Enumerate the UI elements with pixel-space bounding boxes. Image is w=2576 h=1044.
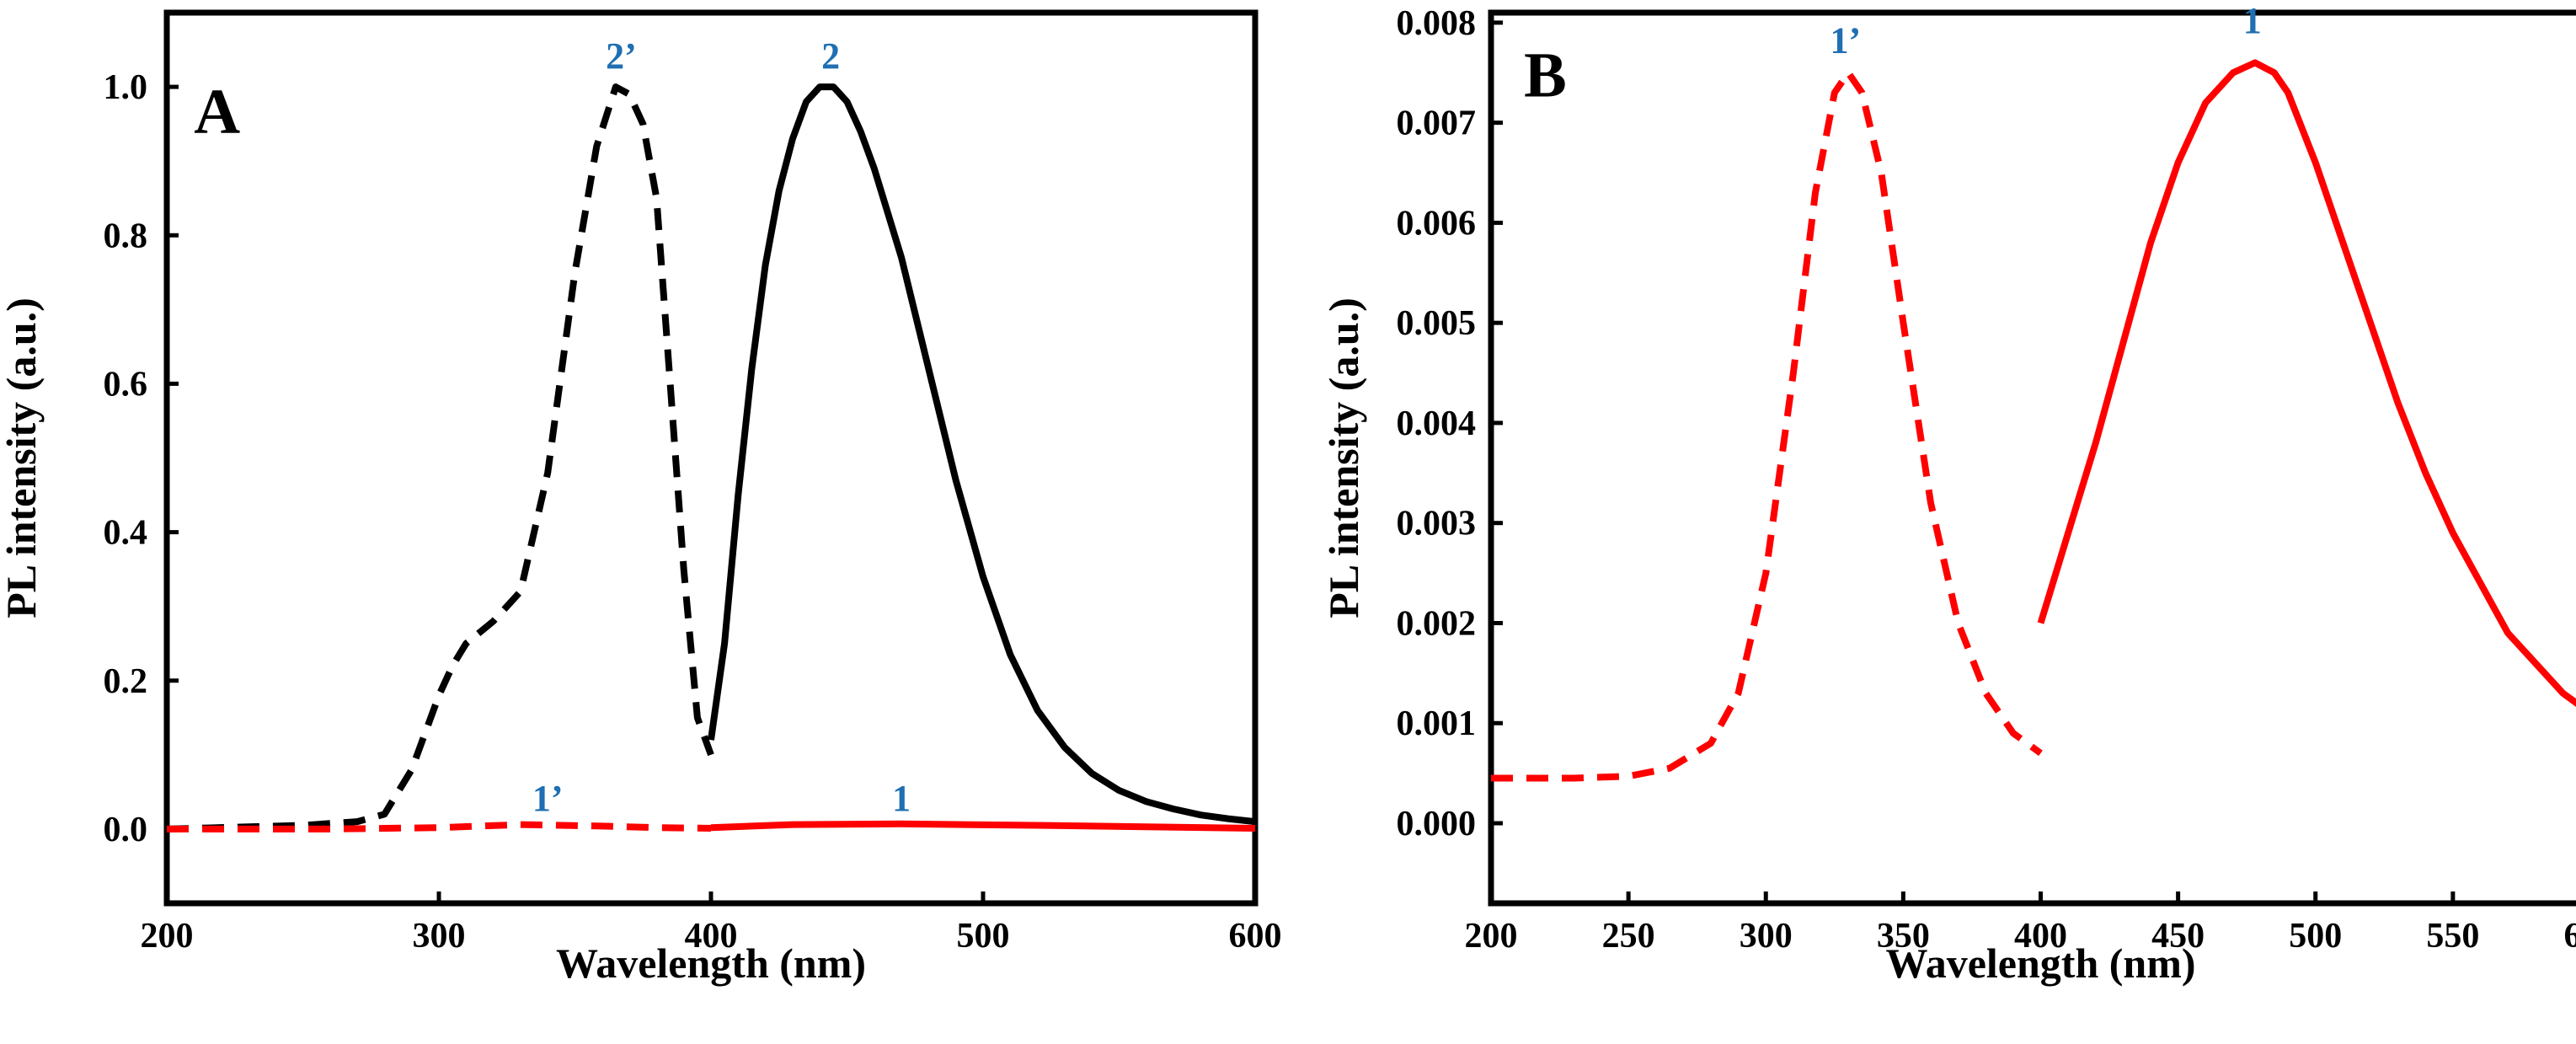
panel-a-y-axis-title: PL intensity (a.u.) xyxy=(0,297,45,618)
panel-b-curve-label: 1’ xyxy=(1830,20,1862,62)
panel-b-x-tick-label: 600 xyxy=(2564,917,2576,956)
panel-a-y-tick-label: 1.0 xyxy=(104,68,148,107)
panel-b-x-tick-label: 450 xyxy=(2151,917,2205,956)
panel-b-plot-frame xyxy=(1488,9,2576,907)
panel-b-x-tick-label: 300 xyxy=(1740,917,1793,956)
panel-b-y-tick-label: 0.001 xyxy=(1397,704,1477,743)
panel-b-y-tick-label: 0.002 xyxy=(1397,604,1477,643)
panel-b-series-1-prime-dashed-line xyxy=(1491,69,2043,782)
panel-b-series-1-solid-line xyxy=(2037,59,2576,707)
panel-b-x-tick-label: 550 xyxy=(2426,917,2479,956)
panel-a-y-tick-label: 0.8 xyxy=(104,217,148,255)
panel-a-panel-letter: A xyxy=(194,77,240,147)
panel-a-series-2-prime-dashed-line xyxy=(167,83,714,833)
panel-a-x-tick-label: 300 xyxy=(413,917,466,956)
panel-a-curve-label: 1 xyxy=(892,778,911,819)
panel-b-y-tick-label: 0.007 xyxy=(1397,104,1477,143)
panel-b-x-tick-label: 400 xyxy=(2014,917,2067,956)
panel-b-curve-label: 1 xyxy=(2243,0,2262,41)
panel-b-x-tick-label: 350 xyxy=(1877,917,1930,956)
panel-a-x-tick-label: 400 xyxy=(685,917,738,956)
panel-a-y-tick-label: 0.4 xyxy=(104,514,148,553)
panel-a-y-tick-label: 0.0 xyxy=(104,811,148,849)
panel-b-y-tick-label: 0.003 xyxy=(1397,505,1477,543)
panel-b-y-axis-title: PL intensity (a.u.) xyxy=(1320,297,1367,618)
panel-a-x-axis-title: Wavelength (nm) xyxy=(556,940,866,987)
panel-b-y-tick-label: 0.005 xyxy=(1397,304,1477,343)
panel-a-chart: 200 300 400 500 600 0.0 0.2 0.4 0.6 0.8 1.0 Wavelen… xyxy=(0,9,1282,987)
panel-a-series-1-solid-line xyxy=(710,820,1255,832)
panel-b-panel-letter: B xyxy=(1524,40,1567,110)
panel-a-series-2-solid-line xyxy=(708,83,1255,826)
panel-b-y-tick-label: 0.006 xyxy=(1397,204,1477,243)
panel-a-y-tick-label: 0.2 xyxy=(104,662,148,701)
panel-a-curve-label: 2’ xyxy=(606,35,637,77)
panel-a-curve-label: 1’ xyxy=(532,778,564,819)
panel-a-series-1-prime-dashed-line xyxy=(167,821,712,833)
panel-a-x-tick-label: 600 xyxy=(1229,917,1282,956)
panel-b-y-tick-label: 0.008 xyxy=(1397,4,1477,43)
panel-a-x-tick-label: 500 xyxy=(957,917,1010,956)
panel-a-curve-label: 2 xyxy=(821,35,840,77)
panel-b-y-tick-label: 0.004 xyxy=(1397,404,1477,443)
panel-b-y-tick-label: 0.000 xyxy=(1397,805,1477,843)
panel-b-chart: 200 250 300 350 400 450 500 550 600 0.000 0.001 0.0… xyxy=(1320,0,2576,987)
panel-b-x-tick-label: 200 xyxy=(1465,917,1518,956)
panel-b-x-axis-title: Wavelength (nm) xyxy=(1885,940,2195,987)
panel-b-x-tick-label: 500 xyxy=(2289,917,2342,956)
panel-a-x-tick-label: 200 xyxy=(141,917,194,956)
panel-a-y-tick-label: 0.6 xyxy=(104,365,148,404)
panel-b-x-tick-label: 250 xyxy=(1602,917,1655,956)
